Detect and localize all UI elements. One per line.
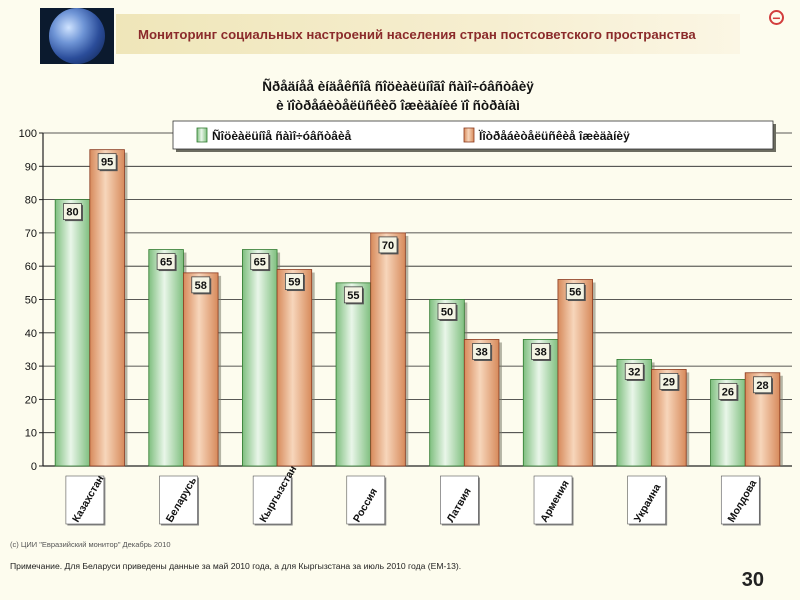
y-tick-label: 40 bbox=[25, 328, 37, 340]
bar-series-1 bbox=[429, 299, 465, 467]
bars bbox=[54, 149, 783, 467]
bar-series-1 bbox=[148, 249, 184, 467]
x-axis: Казахстан Беларусь Кыргызстан Россия Латвия А… bbox=[65, 464, 761, 526]
bar-series-2 bbox=[183, 272, 219, 467]
data-label-series-2-box bbox=[472, 343, 492, 360]
chart-title: Ñðåäíåå èíäåêñîâ ñîöèàëüíîãî ñàìî÷óâñòâè… bbox=[262, 79, 534, 113]
data-label-series-2-box bbox=[191, 276, 211, 294]
minus-circle-icon[interactable]: − bbox=[769, 10, 784, 25]
data-label-series-1: 55 bbox=[347, 290, 359, 302]
category-label-box bbox=[252, 475, 292, 525]
category-label-box bbox=[65, 475, 105, 525]
data-label-series-1: 65 bbox=[254, 257, 266, 269]
data-labels: 80 95 65 58 65 59 55 70 50 38 38 56 32 29 26 28 bbox=[63, 153, 774, 401]
data-label-series-1-box bbox=[624, 363, 644, 380]
page-number: 30 bbox=[741, 569, 764, 591]
data-label-series-1: 32 bbox=[628, 366, 640, 378]
data-label-series-2-box bbox=[659, 373, 679, 390]
data-label-series-1-box bbox=[343, 286, 363, 304]
data-label-series-2: 56 bbox=[569, 287, 581, 299]
y-tick-label: 20 bbox=[25, 394, 37, 406]
globe-logo bbox=[40, 8, 114, 64]
y-tick-label: 0 bbox=[31, 461, 37, 473]
bar-series-2 bbox=[370, 232, 406, 467]
data-label-series-1: 26 bbox=[722, 386, 734, 398]
globe-icon bbox=[49, 8, 105, 64]
data-label-series-2-box bbox=[565, 283, 585, 300]
chart: Ñðåäíåå èíäåêñîâ ñîöèàëüíîãî ñàìî÷óâñòâè… bbox=[10, 79, 792, 549]
data-label-series-2: 59 bbox=[288, 277, 300, 289]
y-tick-label: 10 bbox=[25, 428, 37, 440]
header-band: Мониторинг социальных настроений населен… bbox=[116, 14, 740, 54]
data-label-series-1: 38 bbox=[534, 346, 546, 358]
chart-title-line-2: è ïîòðåáèòåëüñêèõ îæèäàíèé ïî ñòðàíàì bbox=[276, 98, 520, 113]
data-label-series-2-box bbox=[378, 236, 398, 254]
category-label-box bbox=[720, 475, 760, 525]
y-tick-label: 50 bbox=[25, 295, 37, 307]
data-label-series-1-box bbox=[437, 303, 457, 320]
data-label-series-1: 65 bbox=[160, 257, 172, 269]
bar-series-1 bbox=[242, 249, 278, 467]
y-tick-label: 60 bbox=[25, 261, 37, 273]
bar-series-1 bbox=[54, 199, 91, 467]
data-label-series-2-box bbox=[97, 153, 117, 171]
bar-series-2 bbox=[276, 269, 313, 467]
legend-label-series-1: Ñîöèàëüíîå ñàìî÷óâñòâèå bbox=[212, 128, 352, 143]
category-label-box bbox=[159, 475, 198, 525]
data-label-series-2-box bbox=[753, 376, 772, 394]
category-label-box bbox=[533, 475, 573, 525]
data-label-series-1-box bbox=[531, 343, 551, 360]
data-label-series-2: 38 bbox=[476, 346, 488, 358]
source-note: (c) ЦИИ "Евразийский монитор" Декабрь 20… bbox=[10, 540, 171, 549]
category-label-box bbox=[346, 475, 386, 525]
y-tick-label: 90 bbox=[25, 161, 37, 173]
data-label-series-2: 29 bbox=[663, 376, 675, 388]
data-label-series-2: 28 bbox=[756, 380, 768, 392]
bar-series-2 bbox=[89, 149, 125, 467]
data-label-series-1-box bbox=[250, 253, 270, 270]
data-label-series-1-box bbox=[63, 203, 82, 221]
category-label-box bbox=[627, 475, 666, 525]
y-tick-label: 70 bbox=[25, 228, 37, 240]
legend-swatch-series-1 bbox=[196, 127, 208, 143]
legend-label-series-2: Ïîòðåáèòåëüñêèå îæèäàíèÿ bbox=[478, 128, 630, 143]
y-tick-label: 100 bbox=[19, 128, 37, 140]
y-tick-label: 80 bbox=[25, 195, 37, 207]
bar-series-2 bbox=[557, 279, 593, 467]
slide-title: Мониторинг социальных настроений населен… bbox=[138, 26, 696, 42]
y-tick-label: 30 bbox=[25, 361, 37, 373]
bar-series-1 bbox=[710, 379, 746, 467]
data-label-series-1-box bbox=[718, 383, 738, 400]
footnote: Примечание. Для Беларуси приведены данны… bbox=[10, 561, 462, 571]
data-label-series-2-box bbox=[284, 273, 304, 290]
data-label-series-1: 80 bbox=[66, 207, 78, 219]
data-label-series-2: 58 bbox=[195, 280, 207, 292]
y-axis: 0 10 20 30 40 50 60 70 80 90 100 bbox=[19, 128, 44, 473]
category-label-box bbox=[440, 475, 479, 525]
data-label-series-1: 50 bbox=[441, 307, 453, 319]
legend-swatch-series-2 bbox=[463, 127, 475, 143]
data-label-series-1-box bbox=[156, 253, 176, 270]
legend: Ñîöèàëüíîå ñàìî÷óâñòâèå Ïîòðåáèòåëüñêèå î… bbox=[172, 120, 776, 152]
data-label-series-2: 70 bbox=[382, 240, 394, 252]
bar-series-1 bbox=[335, 282, 372, 467]
chart-title-line-1: Ñðåäíåå èíäåêñîâ ñîöèàëüíîãî ñàìî÷óâñòâè… bbox=[262, 79, 534, 94]
data-label-series-2: 95 bbox=[101, 157, 113, 169]
